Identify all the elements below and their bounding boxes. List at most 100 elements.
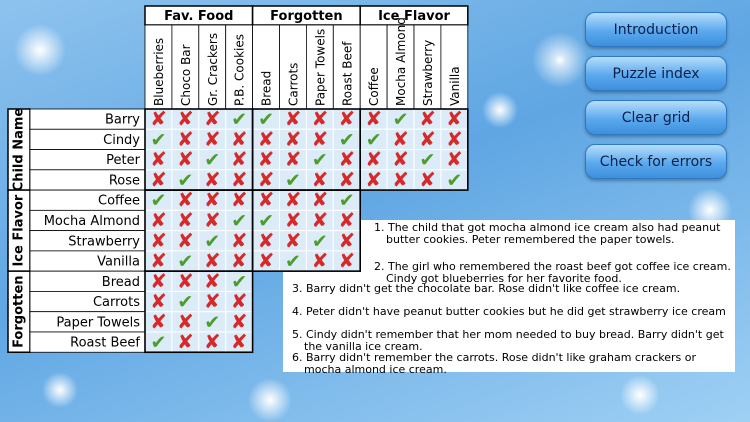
column-group-label: Forgotten bbox=[270, 9, 342, 24]
cross-mark: ✘ bbox=[231, 330, 248, 354]
clue-box: 1. The child that got mocha almond ice c… bbox=[283, 220, 735, 376]
cross-mark: ✘ bbox=[419, 127, 436, 151]
menu-button[interactable]: Puzzle index bbox=[585, 56, 727, 91]
row-group-label: Child Name bbox=[12, 108, 27, 192]
cross-mark: ✘ bbox=[231, 309, 248, 333]
cross-mark: ✘ bbox=[419, 167, 436, 191]
cross-mark: ✘ bbox=[446, 127, 463, 151]
row-label: Paper Towels bbox=[56, 315, 140, 330]
row-label: Coffee bbox=[98, 194, 140, 209]
menu-button[interactable]: Clear grid bbox=[585, 100, 727, 135]
column-group-label: Ice Flavor bbox=[378, 9, 450, 24]
column-label: Paper Towels bbox=[313, 29, 327, 106]
check-mark: ✔ bbox=[204, 230, 220, 252]
cross-mark: ✘ bbox=[365, 147, 382, 171]
row-label: Mocha Almond bbox=[44, 214, 140, 229]
column-header-cell bbox=[225, 24, 253, 110]
column-label: Carrots bbox=[286, 63, 300, 106]
cross-mark: ✘ bbox=[150, 208, 167, 232]
block-border bbox=[359, 108, 469, 191]
cross-mark: ✘ bbox=[204, 188, 221, 212]
clue: 3. Barry didn't get the chocolate bar. R… bbox=[292, 282, 681, 295]
cross-mark: ✘ bbox=[338, 208, 355, 232]
cross-mark: ✘ bbox=[231, 127, 248, 151]
check-mark: ✔ bbox=[177, 169, 193, 191]
cross-mark: ✘ bbox=[231, 249, 248, 273]
menu-button[interactable]: Check for errors bbox=[585, 144, 727, 179]
block-border bbox=[251, 189, 362, 272]
cross-mark: ✘ bbox=[311, 249, 328, 273]
cross-mark: ✘ bbox=[285, 127, 302, 151]
check-mark: ✔ bbox=[312, 149, 328, 171]
cross-mark: ✘ bbox=[204, 107, 221, 131]
check-mark: ✔ bbox=[258, 109, 274, 131]
row-label: Strawberry bbox=[68, 234, 140, 249]
check-mark: ✔ bbox=[150, 190, 166, 212]
clue: 6. Barry didn't remember the carrots. Ro… bbox=[292, 351, 697, 376]
cross-mark: ✘ bbox=[177, 330, 194, 354]
cross-mark: ✘ bbox=[311, 167, 328, 191]
cross-mark: ✘ bbox=[150, 107, 167, 131]
cross-mark: ✘ bbox=[338, 228, 355, 252]
cross-mark: ✘ bbox=[204, 289, 221, 313]
cross-mark: ✘ bbox=[150, 249, 167, 273]
cross-mark: ✘ bbox=[204, 330, 221, 354]
row-label: Bread bbox=[102, 275, 140, 290]
cross-mark: ✘ bbox=[204, 208, 221, 232]
column-label: Gr. Crackers bbox=[206, 33, 220, 106]
column-header-cell bbox=[332, 24, 361, 110]
cross-mark: ✘ bbox=[258, 249, 275, 273]
clue: 1. The child that got mocha almond ice c… bbox=[374, 221, 721, 246]
cross-mark: ✘ bbox=[177, 269, 194, 293]
cross-mark: ✘ bbox=[338, 147, 355, 171]
cross-mark: ✘ bbox=[177, 188, 194, 212]
cross-mark: ✘ bbox=[258, 147, 275, 171]
cross-mark: ✘ bbox=[285, 107, 302, 131]
check-mark: ✔ bbox=[231, 210, 247, 232]
column-header-cell bbox=[305, 24, 334, 110]
cross-mark: ✘ bbox=[150, 167, 167, 191]
cross-mark: ✘ bbox=[177, 208, 194, 232]
menu-button[interactable]: Introduction bbox=[585, 12, 727, 47]
cross-mark: ✘ bbox=[150, 147, 167, 171]
row-label: Roast Beef bbox=[70, 336, 140, 351]
row-label: Barry bbox=[105, 113, 140, 128]
cross-mark: ✘ bbox=[258, 127, 275, 151]
check-mark: ✔ bbox=[177, 291, 193, 313]
check-mark: ✔ bbox=[150, 332, 166, 354]
column-label: Strawberry bbox=[421, 40, 435, 106]
cross-mark: ✘ bbox=[177, 107, 194, 131]
cross-mark: ✘ bbox=[446, 107, 463, 131]
check-mark: ✔ bbox=[312, 230, 328, 252]
column-header-cell bbox=[279, 24, 307, 110]
cross-mark: ✘ bbox=[204, 249, 221, 273]
column-header-cell bbox=[386, 24, 415, 110]
row-label: Peter bbox=[106, 153, 140, 168]
cross-mark: ✘ bbox=[285, 147, 302, 171]
column-label: Blueberries bbox=[152, 38, 166, 106]
check-mark: ✔ bbox=[285, 169, 301, 191]
cross-mark: ✘ bbox=[258, 167, 275, 191]
check-mark: ✔ bbox=[231, 271, 247, 293]
column-header-cell bbox=[252, 24, 280, 110]
check-mark: ✔ bbox=[393, 109, 409, 131]
cross-mark: ✘ bbox=[231, 289, 248, 313]
cross-mark: ✘ bbox=[285, 228, 302, 252]
check-mark: ✔ bbox=[366, 129, 382, 151]
cross-mark: ✘ bbox=[392, 127, 409, 151]
cross-mark: ✘ bbox=[204, 167, 221, 191]
column-label: Mocha Almond bbox=[394, 17, 408, 106]
cross-mark: ✘ bbox=[446, 147, 463, 171]
check-mark: ✔ bbox=[258, 210, 274, 232]
cross-mark: ✘ bbox=[258, 188, 275, 212]
cross-mark: ✘ bbox=[150, 309, 167, 333]
check-mark: ✔ bbox=[285, 251, 301, 273]
cross-mark: ✘ bbox=[231, 167, 248, 191]
cross-mark: ✘ bbox=[311, 127, 328, 151]
cross-mark: ✘ bbox=[177, 127, 194, 151]
column-label: Choco Bar bbox=[179, 44, 193, 106]
row-label: Rose bbox=[109, 173, 140, 188]
check-mark: ✔ bbox=[204, 149, 220, 171]
